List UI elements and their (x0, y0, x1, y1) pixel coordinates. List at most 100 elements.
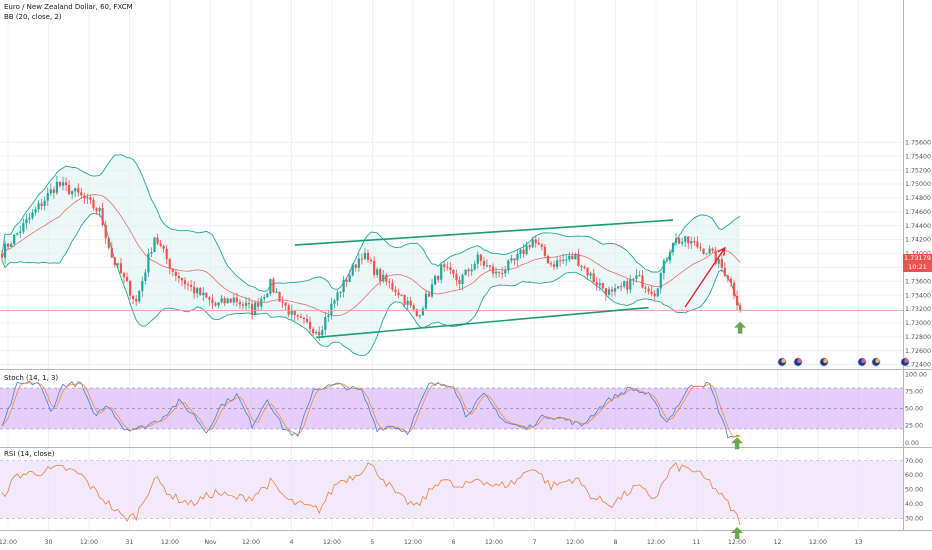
event-icon[interactable] (793, 357, 803, 367)
candle-body (534, 239, 537, 243)
candle-body (129, 280, 132, 296)
event-icon[interactable] (777, 357, 787, 367)
chart-drawings (0, 219, 903, 339)
candle-body (101, 208, 104, 225)
candle-body (650, 291, 653, 294)
candle-body (144, 272, 147, 281)
candle-body (141, 280, 144, 291)
candle-body (440, 264, 443, 280)
candle-body (641, 275, 644, 288)
candle-body (568, 255, 571, 260)
candle-body (132, 295, 135, 299)
candle-body (739, 305, 742, 311)
candle-body (266, 293, 269, 298)
candle-body (620, 286, 623, 288)
price-tick-label: 1.73200 (905, 306, 931, 313)
event-icon[interactable] (857, 357, 867, 367)
candle-body (37, 203, 40, 210)
candle-body (186, 284, 190, 286)
candle-body (702, 248, 705, 254)
candle-body (77, 188, 80, 193)
candle-body (357, 258, 360, 268)
candle-body (491, 266, 495, 274)
candle-body (604, 288, 607, 295)
candle-body (714, 250, 717, 264)
candle-body (16, 233, 19, 235)
stoch-tick-label: 100.00 (905, 372, 927, 379)
candle-body (3, 243, 7, 258)
candle-body (257, 302, 260, 307)
candle-body (0, 254, 4, 258)
price-tick-label: 1.73600 (905, 278, 931, 285)
candle-body (376, 269, 379, 275)
candle-body (177, 276, 180, 279)
candle-body (522, 249, 525, 254)
candle-body (629, 279, 632, 290)
rsi-signal-arrow-icon (731, 527, 744, 540)
candle-body (260, 298, 263, 307)
candle-body (321, 330, 324, 336)
candle-body (464, 269, 467, 275)
candle-body (296, 315, 299, 317)
current-price-label: 1.73179 (903, 254, 932, 263)
bb-upper-band (1, 154, 741, 292)
candle-body (671, 242, 675, 253)
bb-basis (1, 194, 741, 317)
candle-body (458, 280, 461, 285)
candle-body (562, 259, 565, 262)
candle-body (92, 199, 95, 209)
bb-lower-band (1, 212, 741, 356)
candle-body (647, 288, 650, 292)
candle-body (735, 295, 739, 306)
price-tick-label: 1.75400 (905, 153, 931, 160)
price-tick-label: 1.73400 (905, 292, 931, 299)
candle-body (202, 292, 205, 296)
candle-body (366, 252, 370, 261)
candle-body (732, 282, 736, 296)
candle-body (278, 291, 281, 302)
event-icon[interactable] (819, 357, 829, 367)
candle-body (720, 259, 723, 268)
event-icon[interactable] (871, 357, 881, 367)
candle-body (437, 276, 440, 280)
candle-body (351, 264, 354, 276)
candle-body (540, 244, 543, 247)
candle-body (592, 273, 595, 283)
event-icon[interactable] (900, 357, 910, 367)
stoch-indicator-label[interactable]: Stoch (14, 1, 3) (4, 374, 59, 382)
time-tick-label: 6 (451, 539, 455, 546)
candle-body (424, 293, 428, 309)
candle-body (418, 315, 421, 317)
candle-body (613, 288, 617, 292)
candle-body (208, 297, 211, 300)
rsi-tick-label: 50.00 (905, 487, 923, 494)
candle-body (556, 260, 559, 267)
time-tick-label: 12:00 (0, 539, 17, 546)
candle-body (312, 328, 315, 334)
candle-body (470, 269, 473, 272)
candle-body (247, 303, 251, 305)
candle-body (13, 234, 16, 245)
candle-body (110, 247, 113, 258)
projection-arrow-line (684, 247, 726, 308)
candle-body (559, 260, 562, 262)
candle-body (28, 217, 31, 220)
candle-body (263, 297, 266, 299)
symbol-title[interactable]: Euro / New Zealand Dollar, 60, FXCM (4, 3, 133, 11)
rsi-band (0, 460, 903, 519)
candle-body (49, 189, 52, 194)
rsi-indicator-label[interactable]: RSI (14, close) (4, 450, 55, 458)
candle-body (22, 223, 25, 232)
candle-body (479, 254, 482, 261)
candle-body (729, 278, 733, 283)
candle-body (348, 275, 351, 282)
event-markers[interactable] (777, 357, 910, 367)
candle-body (610, 289, 614, 292)
candle-body (644, 287, 647, 289)
rsi-tick-label: 30.00 (905, 516, 923, 523)
bb-indicator-label[interactable]: BB (20, close, 2) (4, 13, 62, 21)
channel-lower-line (316, 306, 649, 339)
candle-body (135, 298, 138, 302)
candle-body (473, 263, 476, 270)
